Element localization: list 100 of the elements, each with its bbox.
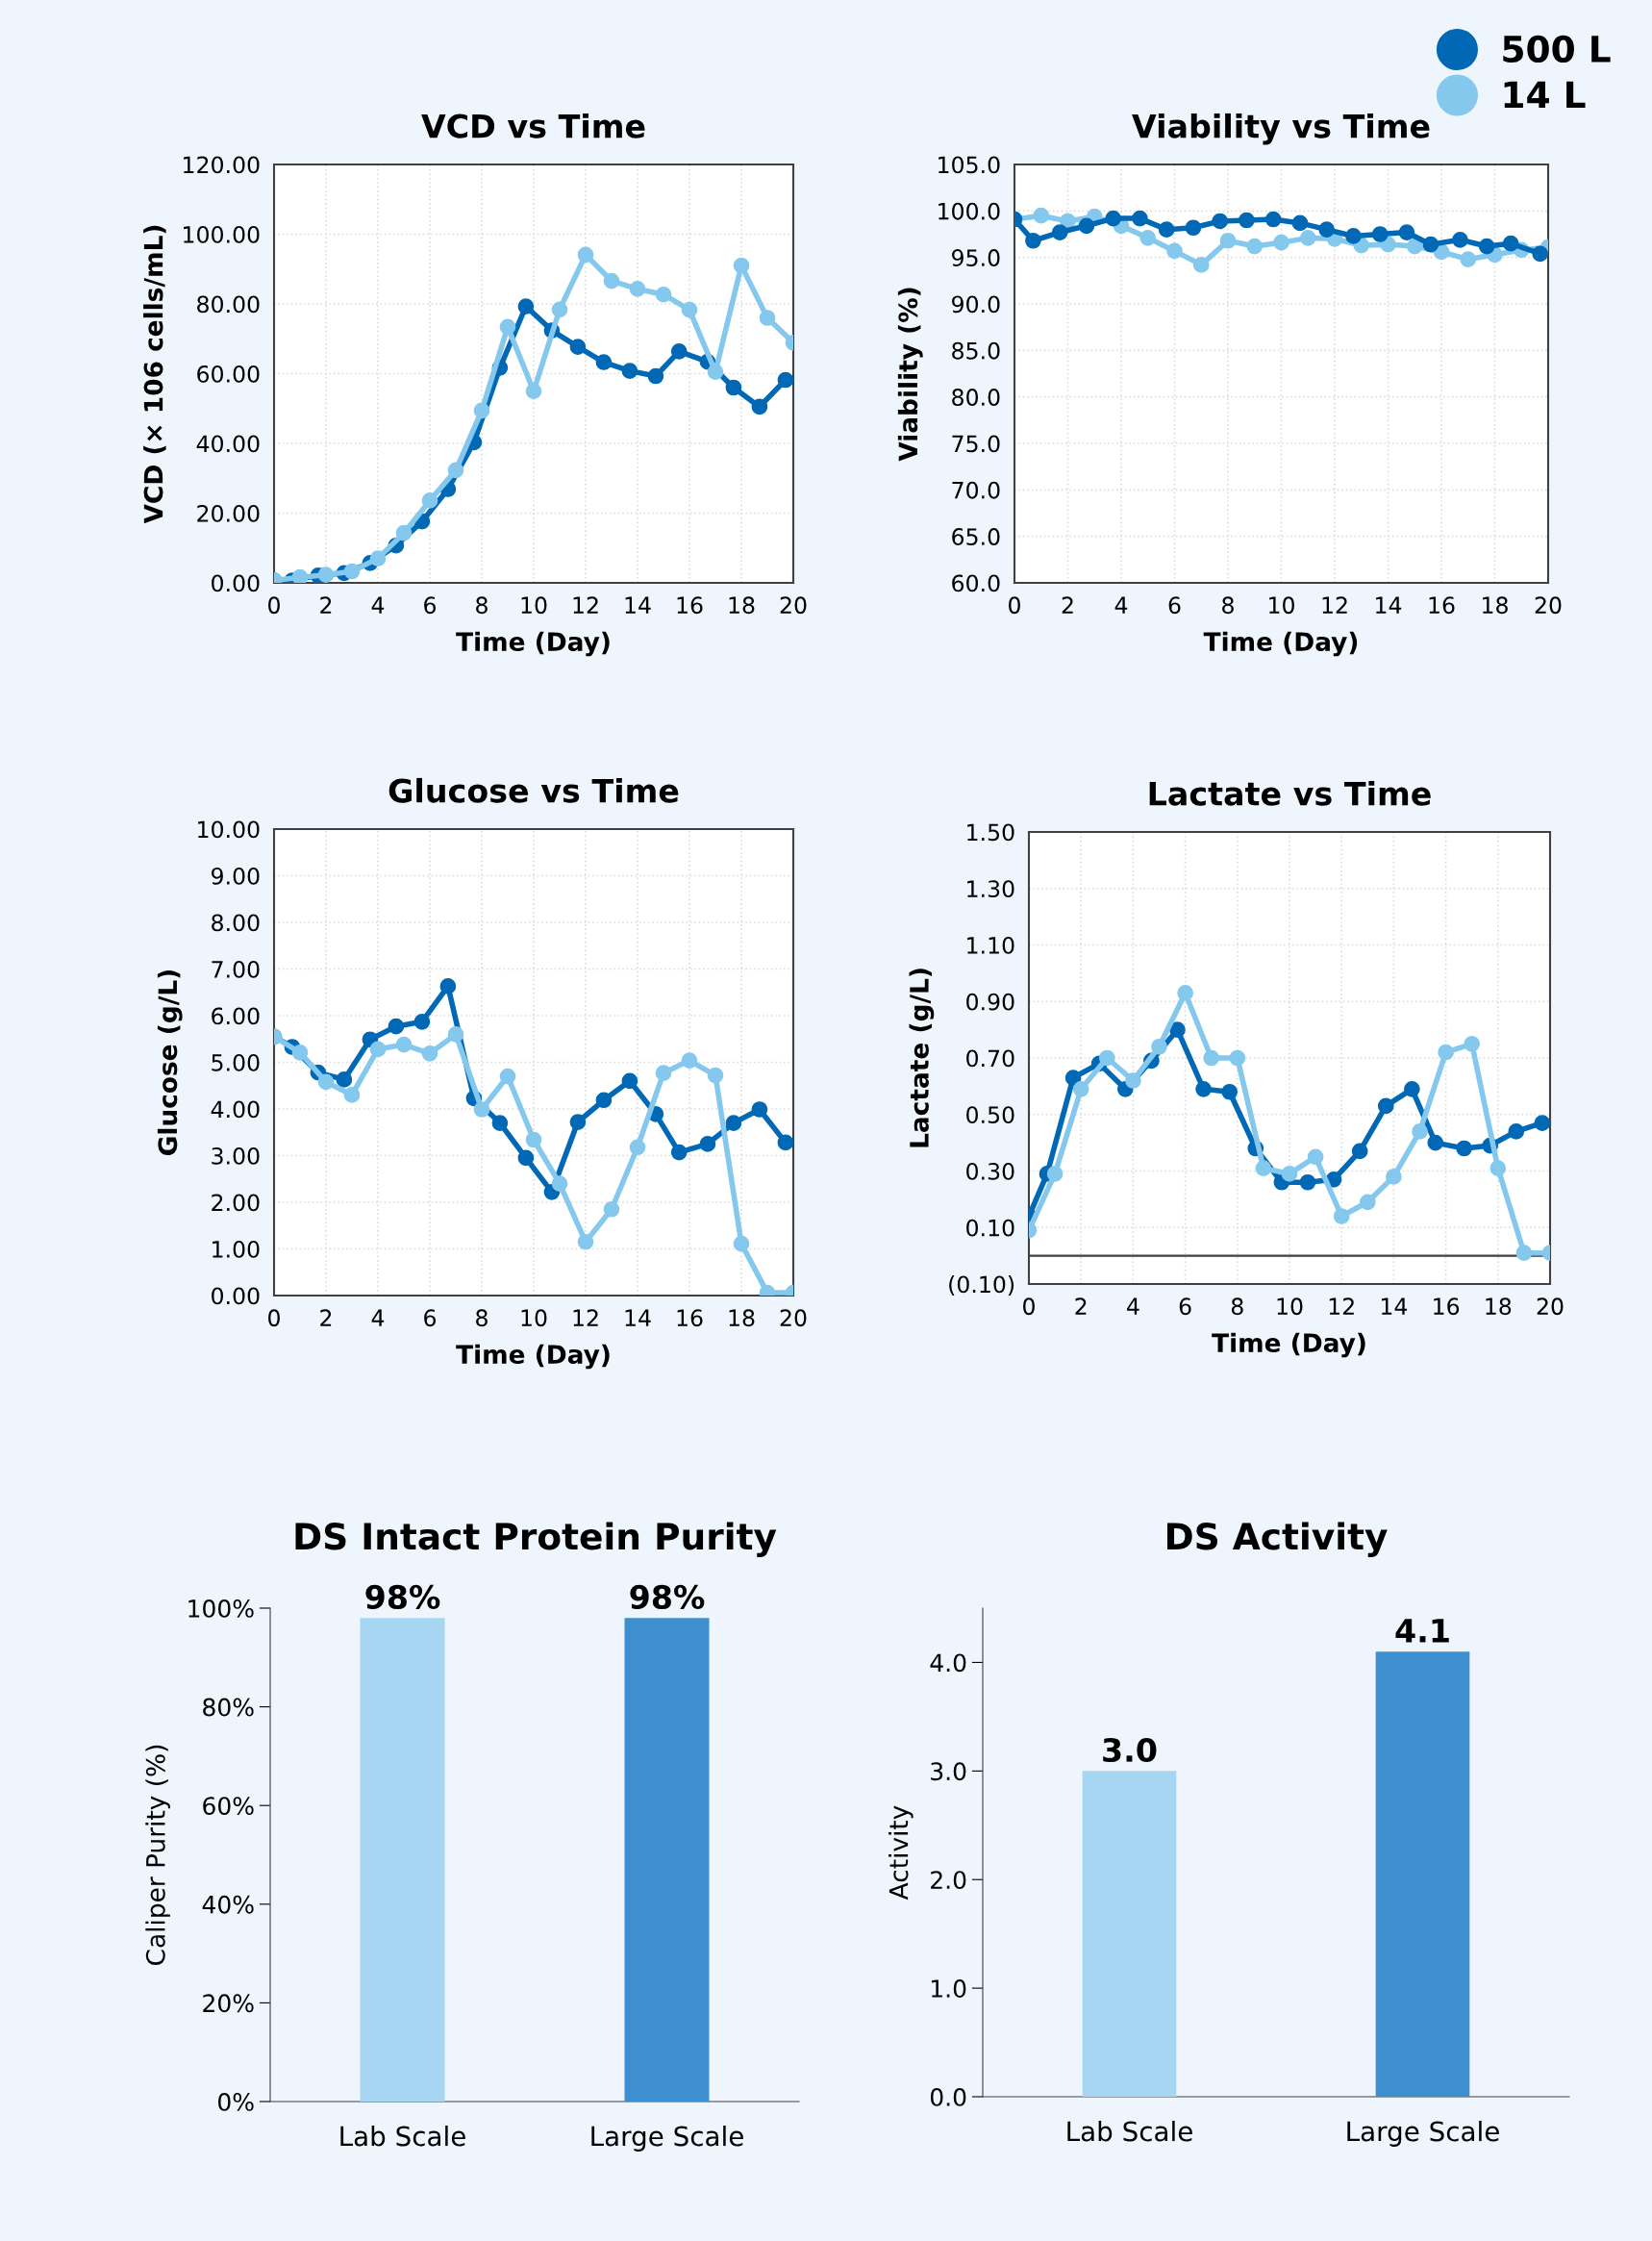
- x-tick-label: 0: [1023, 1297, 1035, 1316]
- point: [603, 272, 620, 290]
- point: [577, 1233, 594, 1250]
- point: [499, 318, 516, 336]
- point: [1273, 234, 1289, 251]
- x-tick-label: 6: [424, 596, 437, 615]
- y-tick-label: 100.0: [939, 202, 1000, 220]
- point: [1169, 1021, 1186, 1038]
- point: [670, 1144, 688, 1161]
- y-tick-label: 0%: [218, 2092, 254, 2111]
- point: [1125, 1072, 1141, 1089]
- y-tick-label: 60%: [203, 1797, 254, 1816]
- x-tick-label: Lab Scale: [1067, 2121, 1192, 2142]
- y-tick-label: 9.00: [212, 867, 260, 885]
- x-tick-label: 8: [476, 1309, 488, 1327]
- chart-title: DS Activity: [1167, 1522, 1388, 1557]
- y-tick-label: 70.0: [952, 481, 1000, 499]
- point: [1406, 238, 1423, 255]
- legend-label: 500 L: [1503, 35, 1611, 63]
- data-label: 98%: [365, 1584, 440, 1610]
- point: [447, 462, 464, 479]
- point: [725, 1115, 742, 1131]
- point: [1456, 1140, 1472, 1157]
- point: [621, 363, 638, 379]
- x-tick-label: 0: [1009, 596, 1020, 615]
- point: [595, 354, 613, 370]
- y-tick-label: 85.0: [952, 341, 1000, 360]
- point: [447, 1026, 464, 1043]
- y-tick-label: 7.00: [212, 960, 260, 978]
- point: [1239, 212, 1255, 229]
- y-tick-label: 4.00: [211, 1100, 260, 1119]
- x-tick-label: 4: [1114, 596, 1128, 614]
- point: [1318, 221, 1336, 239]
- x-tick-label: 2: [320, 596, 332, 614]
- point: [1151, 1038, 1167, 1055]
- x-tick-label: 12: [573, 596, 598, 614]
- point: [336, 1071, 353, 1088]
- point: [577, 246, 594, 264]
- y-tick-label: 10.00: [198, 820, 260, 839]
- data-label: 4.1: [1395, 1619, 1449, 1643]
- x-tick-label: 16: [1434, 1297, 1460, 1316]
- point: [1158, 221, 1175, 239]
- point: [1452, 231, 1468, 248]
- point: [1371, 226, 1389, 242]
- y-axis-title: Lactate (g/L): [909, 969, 935, 1147]
- y-tick-label: 0.0: [930, 2087, 966, 2106]
- y-tick-label: 95.0: [952, 249, 1000, 266]
- x-tick-label: 14: [625, 596, 651, 614]
- y-tick-label: 5.00: [212, 1053, 260, 1071]
- point: [1438, 1044, 1454, 1061]
- point: [1422, 236, 1439, 253]
- x-axis-title: Time (Day): [456, 1344, 610, 1370]
- y-tick-label: 80.0: [952, 389, 1000, 406]
- point: [655, 286, 672, 303]
- y-tick-label: 40%: [202, 1895, 254, 1914]
- point: [1212, 213, 1229, 230]
- y-tick-label: 6.00: [212, 1007, 260, 1025]
- y-tick-label: 1.50: [967, 823, 1014, 842]
- y-tick-label: 3.0: [931, 1762, 966, 1781]
- point: [473, 402, 490, 419]
- y-tick-label: 100.00: [184, 225, 260, 243]
- point: [1255, 1160, 1272, 1176]
- y-tick-label: 1.30: [967, 880, 1014, 898]
- x-tick-label: 16: [677, 596, 703, 615]
- data-label: 98%: [630, 1584, 705, 1610]
- point: [1078, 217, 1095, 235]
- point: [1264, 211, 1282, 228]
- y-tick-label: 4.0: [930, 1653, 966, 1673]
- point: [655, 1065, 672, 1081]
- y-tick-label: (0.10): [949, 1275, 1014, 1297]
- point: [1489, 1160, 1507, 1176]
- point: [1478, 238, 1495, 255]
- chart-title: Glucose vs Time: [388, 777, 679, 803]
- point: [1195, 1080, 1212, 1097]
- point: [369, 550, 387, 567]
- chart-title: Viability vs Time: [1132, 113, 1430, 145]
- point: [777, 371, 793, 389]
- chart-title: Lactate vs Time: [1149, 780, 1431, 806]
- y-tick-label: 80%: [203, 1698, 254, 1717]
- point: [291, 1044, 309, 1061]
- x-tick-label: 6: [424, 1309, 437, 1327]
- y-tick-label: 60.00: [197, 365, 260, 383]
- point: [1532, 245, 1548, 263]
- point: [1307, 1148, 1324, 1166]
- point: [421, 492, 438, 509]
- point: [395, 524, 413, 541]
- point: [629, 281, 646, 297]
- point: [707, 1067, 724, 1084]
- y-tick-label: 105.0: [939, 156, 1000, 174]
- point: [388, 1018, 405, 1035]
- x-tick-label: 6: [1168, 596, 1181, 615]
- point: [1246, 238, 1264, 255]
- y-axis-title: Viability (%): [897, 288, 923, 462]
- point: [603, 1200, 620, 1218]
- y-tick-label: 2.0: [931, 1871, 966, 1890]
- point: [1185, 219, 1202, 237]
- point: [499, 1068, 516, 1085]
- x-tick-label: 10: [1277, 1297, 1303, 1316]
- point: [1033, 207, 1050, 224]
- y-tick-label: 0.70: [966, 1049, 1014, 1068]
